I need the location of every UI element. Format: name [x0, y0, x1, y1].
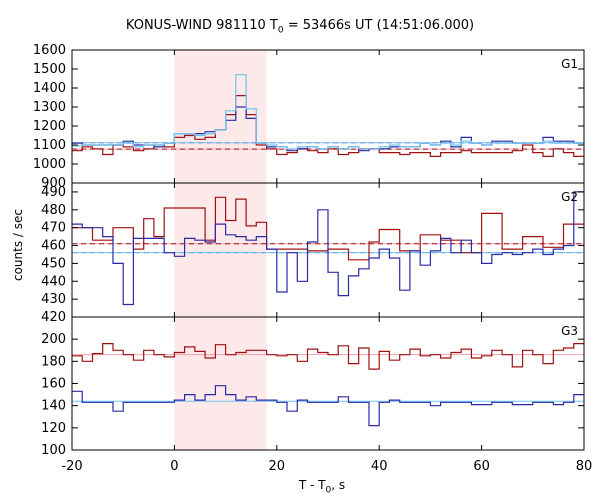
panel-1-series-cyan — [72, 74, 584, 150]
xtick-label: 20 — [269, 459, 286, 474]
panel-3-label: G3 — [561, 324, 578, 338]
panel-3-ytick-label: 120 — [41, 421, 66, 436]
panel-1-ytick-label: 1400 — [33, 81, 66, 96]
xtick-label: 40 — [371, 459, 388, 474]
xtick-label: -20 — [61, 459, 82, 474]
panel-2-ytick-label: 420 — [41, 310, 66, 325]
chart-title: KONUS-WIND 981110 T0 = 53466s UT (14:51:… — [125, 18, 475, 36]
panel-2-ytick-label: 480 — [41, 203, 66, 218]
panel-2-ytick-label: 450 — [41, 256, 66, 271]
x-axis-label: T - T0, s — [298, 478, 346, 496]
panel-2-ytick-label: 430 — [41, 292, 66, 307]
xtick-label: 80 — [576, 459, 593, 474]
panel-2-ytick-label: 470 — [41, 221, 66, 236]
panel-1-ytick-label: 1500 — [33, 62, 66, 77]
panel-3-series-red — [72, 343, 584, 370]
panel-1-ytick-label: 900 — [41, 176, 66, 191]
panel-2-ytick-label: 460 — [41, 239, 66, 254]
panel-1-label: G1 — [561, 57, 578, 71]
highlight-band — [174, 50, 267, 450]
xtick-label: 0 — [170, 459, 178, 474]
panel-1-ytick-label: 1600 — [33, 43, 66, 58]
panel-1-ytick-label: 1300 — [33, 100, 66, 115]
panel-1-frame — [71, 49, 585, 184]
panel-2-label: G2 — [561, 190, 578, 204]
panel-3-ytick-label: 180 — [41, 354, 66, 369]
panel-2-series-blue — [72, 191, 584, 306]
panel-1-ytick-label: 1100 — [33, 138, 66, 153]
panel-1-series-red — [72, 95, 584, 157]
xtick-label: 60 — [473, 459, 490, 474]
panel-3-ytick-label: 140 — [41, 399, 66, 414]
panel-1-series-blue — [72, 106, 584, 152]
panel-3-ytick-label: 100 — [41, 443, 66, 458]
panel-2-ytick-label: 490 — [41, 185, 66, 200]
panel-1-ytick-label: 1000 — [33, 157, 66, 172]
panel-3-ytick-label: 160 — [41, 377, 66, 392]
panel-3-series-blue — [72, 385, 584, 427]
panel-3-frame — [71, 316, 585, 451]
panel-2-ytick-label: 440 — [41, 274, 66, 289]
panel-1-ytick-label: 1200 — [33, 119, 66, 134]
panel-3-ytick-label: 200 — [41, 332, 66, 347]
panel-2-series-red — [72, 196, 584, 261]
